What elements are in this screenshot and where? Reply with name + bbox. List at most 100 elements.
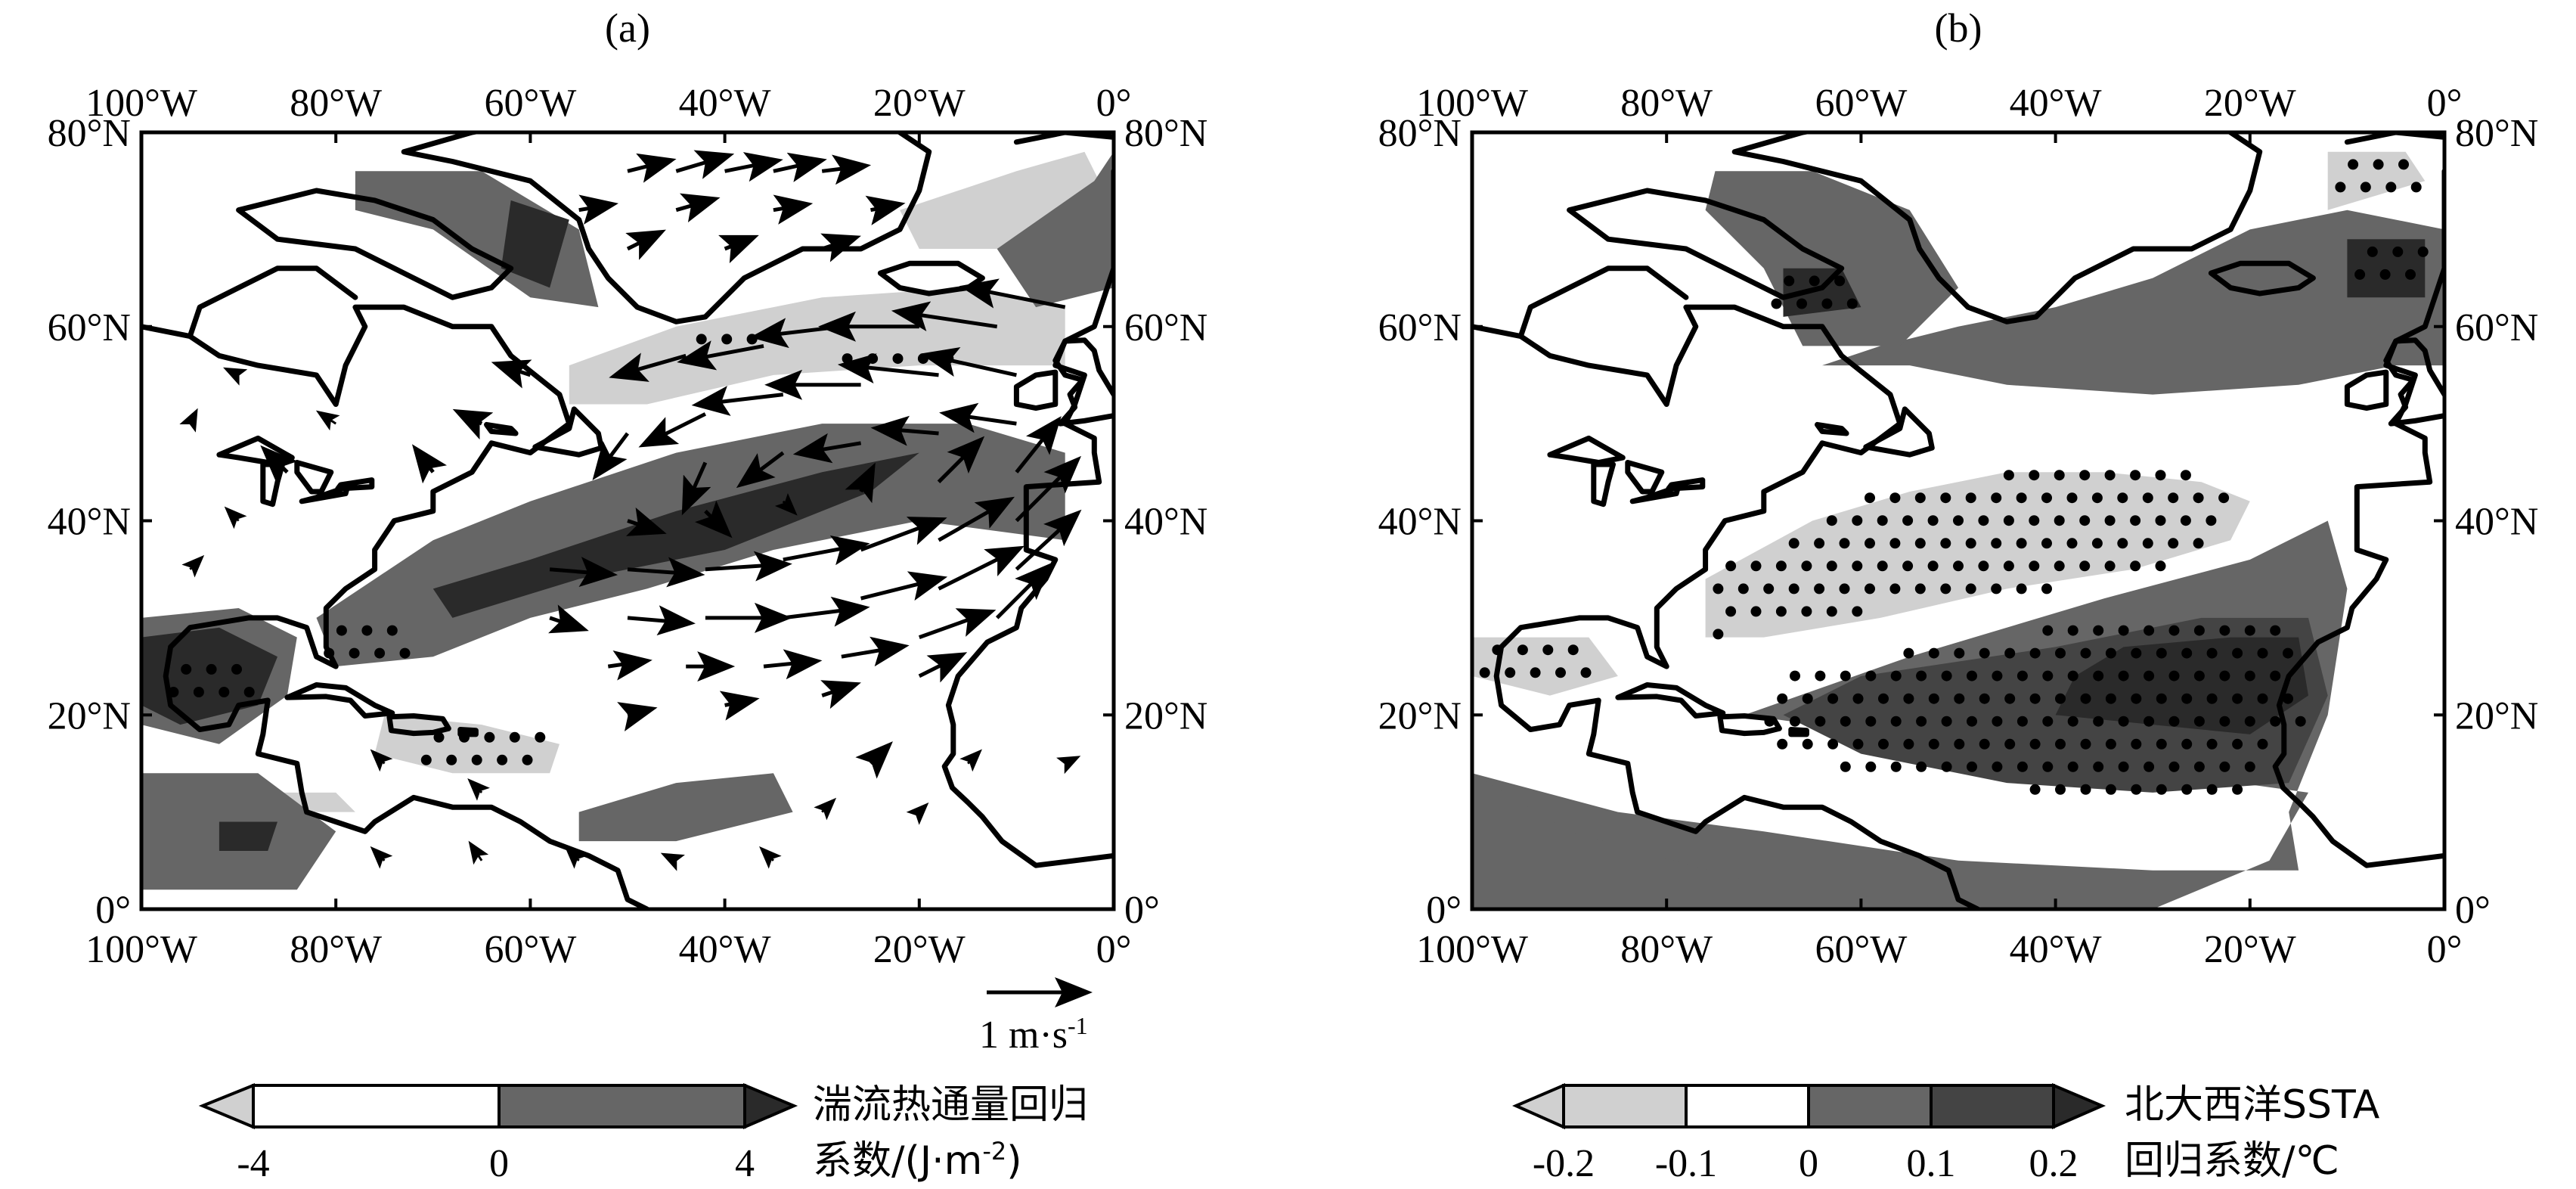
stipple-dot-b-0-42 [1865, 538, 1875, 549]
vector-arrow-51 [841, 636, 910, 667]
vector-arrow-45 [783, 596, 870, 627]
stipple-dot-b-2-86 [2244, 716, 2255, 727]
xtick-label-top-a-0: 100°W [85, 82, 197, 125]
stipple-dot-b-2-36 [2042, 670, 2054, 681]
stipple-dot-b-2-33 [1967, 670, 1977, 681]
stipple-dot-b-1-1 [1517, 644, 1528, 656]
vector-arrow-33 [695, 500, 733, 539]
stipple-dot-b-0-68 [2029, 560, 2040, 572]
stipple-dot-b-2-78 [2042, 716, 2054, 727]
vector-arrow-44 [860, 571, 948, 601]
xtick-label-top-b-2: 60°W [1815, 82, 1907, 125]
stipple-dot-b-2-100 [2055, 738, 2066, 750]
stipple-dot-b-0-22 [2218, 492, 2230, 504]
stipple-dot-b-4-4 [2360, 182, 2371, 193]
stipple-dot-b-2-32 [1941, 670, 1952, 681]
stipple-dot-b-0-39 [1788, 538, 1799, 549]
shade-b-mid-1 [1822, 210, 2444, 395]
stipple-dot-b-2-6 [2193, 625, 2205, 636]
coastline-a-0 [141, 304, 650, 909]
vector-arrow-42 [1015, 509, 1082, 571]
stipple-dot-b-0-35 [2130, 515, 2141, 526]
vector-arrow-73 [959, 749, 982, 772]
coastline-a-7 [284, 682, 395, 719]
panel-a-vectors [179, 150, 1082, 871]
vector-arrow-21 [691, 386, 784, 416]
stipple-dot-b-2-4 [2144, 625, 2155, 636]
shade-a-mid-4 [997, 151, 1114, 308]
stipple-dot-a-4-5 [374, 647, 386, 659]
stipple-dot-b-2-90 [1802, 738, 1813, 750]
stipple-dot-b-2-12 [1954, 647, 1965, 659]
colorbar-b-over [2052, 1082, 2106, 1130]
vector-arrow-24 [939, 402, 1017, 433]
coastline-b-12 [1625, 460, 1665, 495]
stipple-dot-b-0-79 [1839, 583, 1850, 594]
stipple-dot-b-4-0 [2348, 159, 2359, 170]
stipple-dot-b-2-103 [2131, 738, 2142, 750]
stipple-dot-b-2-10 [1903, 647, 1914, 659]
vector-arrow-7 [773, 194, 814, 225]
stipple-dot-a-2-3 [509, 731, 520, 743]
stipple-dot-b-2-83 [2168, 716, 2180, 727]
coastline-b-15 [1863, 406, 1935, 458]
stipple-dot-b-0-6 [2155, 470, 2166, 481]
stipple-dot-b-0-0 [2003, 470, 2014, 481]
stipple-dot-b-2-124 [2219, 761, 2230, 772]
stipple-dot-b-0-56 [1725, 560, 1737, 572]
stipple-dot-a-2-5 [420, 754, 432, 765]
coastline-b-14 [1666, 477, 1706, 492]
vector-arrow-56 [820, 680, 861, 709]
vector-arrow-58 [617, 702, 658, 731]
stipple-dot-b-0-19 [2142, 492, 2153, 504]
stipple-dot-b-0-16 [2066, 492, 2078, 504]
stipple-dot-b-2-70 [1840, 716, 1851, 727]
stipple-dot-b-0-94 [1713, 629, 1724, 640]
stipple-dot-b-0-70 [2079, 560, 2091, 572]
stipple-dot-b-2-44 [2244, 670, 2255, 681]
stipple-dot-b-0-65 [1953, 560, 1964, 572]
vector-arrow-30 [937, 436, 985, 483]
stipple-dot-b-0-1 [2029, 470, 2040, 481]
stipple-dot-b-2-26 [1790, 670, 1800, 681]
vector-arrow-63 [223, 367, 248, 386]
colorbar-a-seg-1 [498, 1084, 746, 1128]
stipple-dot-b-0-61 [1852, 560, 1863, 572]
vector-arrow-77 [179, 408, 198, 433]
panel-a-colorbar: -4 0 4 湍流热通量回归 系数/(J·m-2) [198, 1082, 1088, 1185]
xtick-label-bottom-a-1: 80°W [290, 928, 382, 971]
stipple-dot-b-2-2 [2093, 625, 2104, 636]
stipple-dot-b-2-114 [1967, 761, 1977, 772]
coastline-b-10 [1547, 435, 1626, 465]
shade-a-high-3 [219, 821, 277, 851]
stipple-dot-b-0-43 [1889, 538, 1901, 549]
panel-a-label: (a) [605, 5, 650, 51]
stipple-dot-b-0-69 [2054, 560, 2065, 572]
stipple-dot-b-2-76 [1992, 716, 2003, 727]
vector-arrow-11 [820, 233, 861, 262]
stipple-dot-a-4-2 [386, 625, 398, 636]
xtick-label-top-b-5: 0° [2427, 82, 2463, 125]
stipple-dot-b-0-83 [1940, 583, 1951, 594]
stipple-dot-b-2-19 [2131, 647, 2142, 659]
stipple-dot-b-0-55 [2193, 538, 2204, 549]
stipple-dot-b-0-25 [1877, 515, 1888, 526]
stipple-dot-b-2-109 [1840, 761, 1851, 772]
stipple-dot-b-2-132 [2181, 784, 2193, 795]
stipple-dot-b-2-81 [2118, 716, 2129, 727]
stipple-dot-b-5-3 [2354, 269, 2366, 280]
stipple-dot-b-0-34 [2104, 515, 2116, 526]
stipple-dot-b-2-77 [2016, 716, 2028, 727]
stipple-dot-b-5-5 [2405, 269, 2416, 280]
stipple-dot-b-0-38 [2206, 515, 2217, 526]
vector-arrow-39 [705, 551, 792, 582]
stipple-dot-b-0-87 [2041, 583, 2052, 594]
stipple-dot-b-1-7 [1555, 667, 1566, 678]
coastline-a-6 [1013, 369, 1059, 411]
coastline-a-18 [1013, 132, 1114, 145]
ytick-label-right-a-1: 60°N [1124, 306, 1207, 349]
stipple-dot-b-0-37 [2180, 515, 2191, 526]
stipple-dot-b-2-134 [2232, 784, 2243, 795]
ytick-label-right-a-0: 80°N [1124, 112, 1207, 155]
xtick-label-bottom-b-1: 80°W [1620, 928, 1713, 971]
